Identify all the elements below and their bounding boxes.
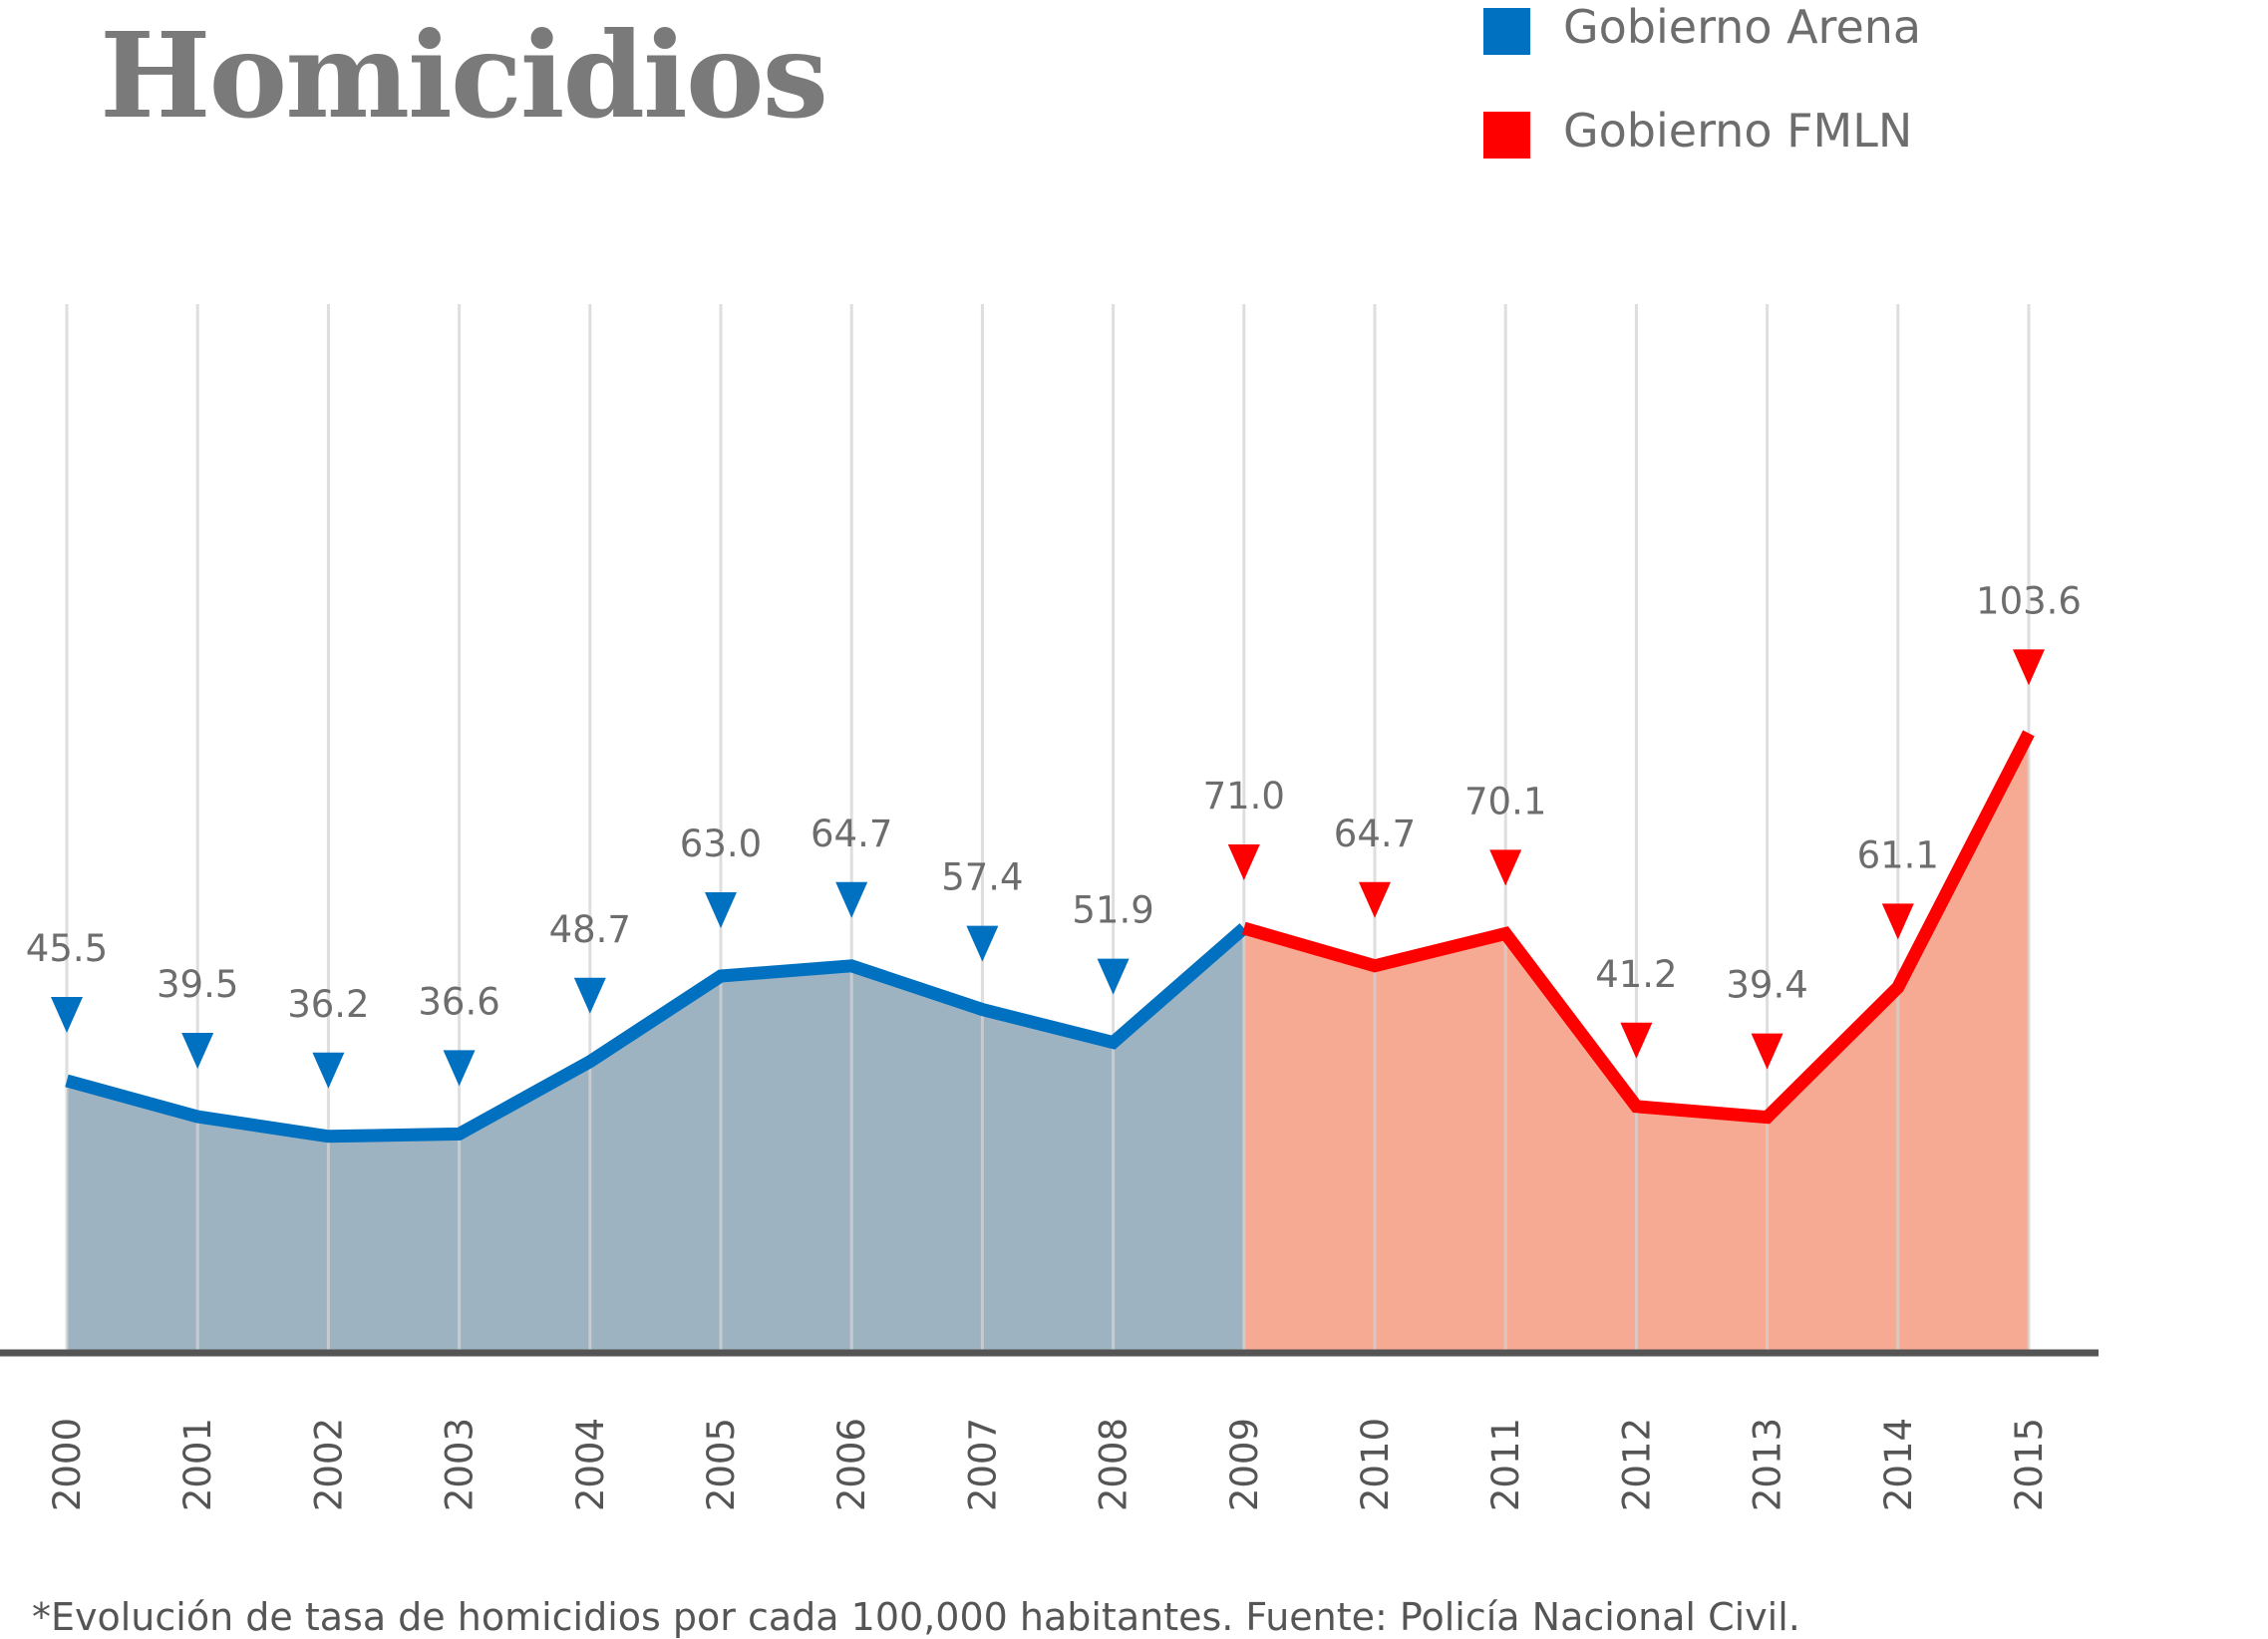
marker-2011 (1489, 849, 1522, 886)
year-label-2010: 2010 (1354, 1418, 1397, 1511)
value-label-2013: 39.4 (1726, 964, 1807, 1007)
marker-2015 (2013, 649, 2045, 686)
legend-swatch-arena (1483, 8, 1530, 55)
year-label-2004: 2004 (569, 1418, 612, 1511)
marker-2007 (966, 925, 999, 962)
area-fills (67, 733, 2029, 1353)
footnote: *Evolución de tasa de homicidios por cad… (32, 1595, 1800, 1639)
series-lines (65, 730, 2035, 1144)
year-label-2006: 2006 (830, 1418, 873, 1511)
legend-swatch-fmln (1483, 112, 1530, 159)
value-label-2006: 64.7 (810, 813, 892, 855)
value-label-2011: 70.1 (1464, 780, 1546, 822)
area-fill-fmln (1243, 733, 2029, 1353)
year-label-2011: 2011 (1484, 1418, 1527, 1511)
value-label-2003: 36.6 (418, 980, 499, 1023)
value-label-2010: 64.7 (1334, 813, 1416, 855)
marker-2009 (1227, 844, 1260, 880)
year-label-2002: 2002 (307, 1418, 350, 1511)
marker-2012 (1620, 1022, 1653, 1059)
year-label-2015: 2015 (2008, 1418, 2051, 1511)
marker-2006 (835, 881, 868, 918)
chart-title: Homicidios (100, 6, 828, 145)
marker-2014 (1881, 903, 1914, 940)
area-fill-arena (67, 928, 1244, 1353)
year-label-2005: 2005 (700, 1418, 743, 1511)
value-label-2002: 36.2 (287, 983, 369, 1026)
series-line-fmln (1242, 730, 2035, 1125)
value-label-2012: 41.2 (1595, 953, 1677, 996)
value-markers (51, 649, 2045, 1089)
year-label-2003: 2003 (439, 1418, 482, 1511)
marker-2003 (443, 1050, 476, 1087)
year-label-2009: 2009 (1223, 1418, 1266, 1511)
series-line-arena (65, 923, 1249, 1144)
value-label-2008: 51.9 (1072, 889, 1153, 932)
value-label-2005: 63.0 (680, 822, 762, 865)
year-labels: 2000 2001 2002 2003 2004 2005 2006 2007 2008 2009… (46, 1418, 2051, 1511)
year-label-2001: 2001 (176, 1418, 219, 1511)
year-label-2007: 2007 (961, 1418, 1004, 1511)
value-label-2001: 39.5 (157, 963, 238, 1006)
year-label-2000: 2000 (46, 1418, 89, 1511)
year-label-2014: 2014 (1877, 1418, 1920, 1511)
value-label-2000: 45.5 (26, 927, 108, 970)
marker-2010 (1359, 881, 1391, 918)
marker-2002 (312, 1052, 345, 1089)
year-label-2013: 2013 (1747, 1418, 1789, 1511)
value-label-2009: 71.0 (1203, 775, 1285, 818)
legend-label-arena: Gobierno Arena (1563, 0, 1922, 54)
year-label-2012: 2012 (1615, 1418, 1658, 1511)
value-label-2004: 48.7 (549, 908, 631, 951)
value-label-2014: 61.1 (1857, 833, 1939, 876)
marker-2013 (1751, 1033, 1783, 1070)
gridlines (65, 304, 2031, 1353)
marker-2008 (1097, 958, 1130, 995)
marker-2005 (705, 892, 737, 928)
value-labels: 45.5 39.5 36.2 36.6 48.7 63.0 64.7 57.4 51.9 71.0… (26, 579, 2082, 1025)
marker-2000 (51, 997, 83, 1033)
marker-2004 (573, 977, 606, 1014)
marker-2001 (181, 1033, 214, 1069)
value-label-2015: 103.6 (1976, 579, 2082, 622)
year-label-2008: 2008 (1093, 1418, 1135, 1511)
legend-label-fmln: Gobierno FMLN (1563, 104, 1913, 158)
value-label-2007: 57.4 (941, 856, 1023, 899)
